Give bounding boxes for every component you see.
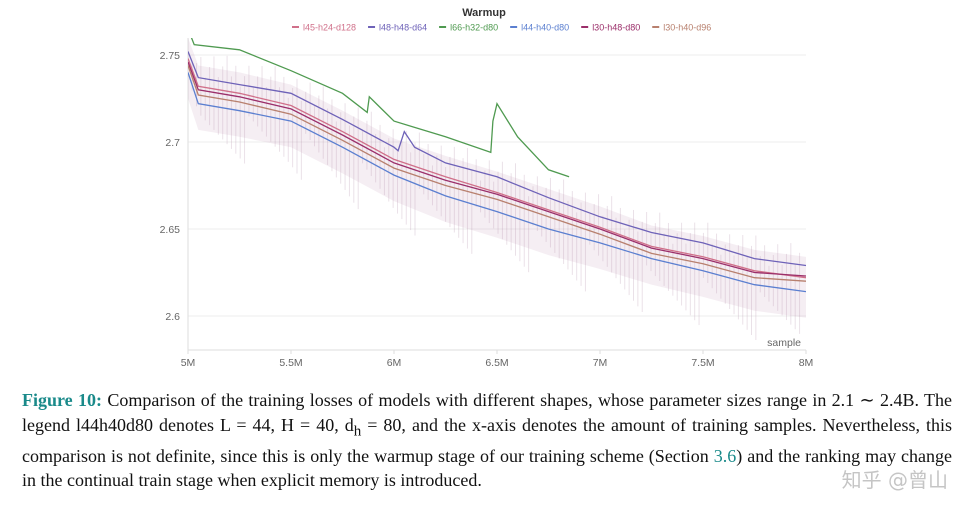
figure-caption: Figure 10: Comparison of the training lo… [22, 388, 952, 493]
y-tick-label: 2.75 [160, 50, 181, 62]
x-tick-label: 6.5M [485, 357, 508, 369]
series-line-l66-h32-d80 [190, 38, 570, 178]
caption-label: Figure 10: [22, 390, 103, 410]
y-tick-label: 2.6 [165, 311, 180, 323]
series-line-l30-h40-d96 [188, 65, 806, 282]
x-tick-label: 7.5M [691, 357, 714, 369]
legend: l45-h24-d128 l48-h48-d64 l66-h32-d80 l44-h4… [292, 23, 711, 33]
legend-label: l66-h32-d80 [450, 23, 498, 33]
caption-text-2: = 80, and the x-axis denotes the amount … [22, 414, 952, 466]
axis-ticks: 2.6 2.65 2.7 2.75 5M 5.5M 6M 6.5M 7M 7.5M 8M [160, 50, 814, 369]
watermark: 知乎 @曾山 [841, 468, 948, 493]
x-tick-label: 6M [387, 357, 402, 369]
y-tick-label: 2.65 [160, 224, 181, 236]
y-tick-label: 2.7 [165, 137, 180, 149]
noise-band-area [188, 37, 806, 318]
x-tick-label: 5M [181, 357, 196, 369]
x-tick-label: 5.5M [279, 357, 302, 369]
chart-title: Warmup [462, 7, 506, 19]
noise-band [188, 37, 806, 341]
series-line-l48-h48-d64 [188, 51, 806, 267]
section-link[interactable]: 3.6 [713, 445, 737, 466]
legend-label: l30-h40-d96 [663, 23, 711, 33]
legend-label: l48-h48-d64 [379, 23, 427, 33]
series-lines [188, 38, 806, 293]
loss-chart: Warmup l45-h24-d128 l48-h48-d64 l66-h32-d8… [160, 7, 814, 369]
series-line-l30-h48-d80 [188, 61, 806, 277]
series-line-l45-h24-d128 [188, 58, 806, 279]
caption-text-3: ) and the ranking may change in the cont… [22, 445, 952, 491]
series-line-l44-h40-d80 [188, 72, 806, 293]
x-axis-label: sample [767, 337, 801, 349]
legend-label: l30-h48-d80 [592, 23, 640, 33]
x-tick-label: 7M [593, 357, 608, 369]
grid [187, 38, 807, 354]
legend-label: l44-h40-d80 [521, 23, 569, 33]
caption-subscript: h [353, 423, 362, 440]
x-tick-label: 8M [799, 357, 814, 369]
caption-text-1: Comparison of the training losses of mod… [22, 390, 952, 435]
legend-label: l45-h24-d128 [303, 23, 356, 33]
